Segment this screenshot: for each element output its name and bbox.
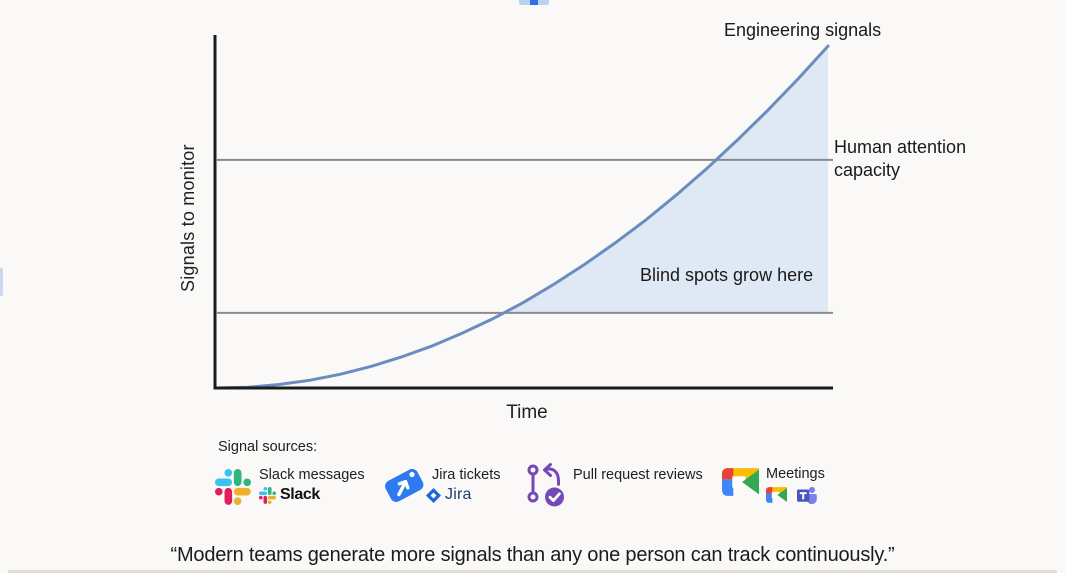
series-label-engineering-signals: Engineering signals — [724, 20, 882, 40]
jira-logo-icon — [426, 487, 441, 503]
jira-wordmark: Jira — [445, 486, 472, 503]
jira-tag-icon — [385, 468, 424, 502]
legend-label-slack-messages: Slack messages — [259, 467, 365, 483]
slack-logo-icon — [215, 469, 251, 505]
google-meet-icon — [722, 468, 759, 496]
y-axis-label: Signals to monitor — [178, 144, 198, 292]
legend-item-meetings: Meetings — [722, 466, 825, 504]
legend-label-jira-tickets: Jira tickets — [432, 467, 501, 483]
x-axis-label: Time — [506, 402, 548, 423]
legend-label-pull-request-reviews: Pull request reviews — [573, 467, 703, 483]
reference-line-label-human-attention-capacity: Human attention capacity — [834, 137, 967, 180]
slack-wordmark: Slack — [280, 486, 320, 503]
caption-quote: “Modern teams generate more signals than… — [170, 544, 895, 566]
slack-logo-small-icon — [259, 486, 276, 504]
selection-handle[interactable] — [519, 0, 549, 5]
legend-heading: Signal sources: — [218, 439, 318, 455]
legend-label-meetings: Meetings — [766, 466, 825, 482]
annotation-blind-spots: Blind spots grow here — [640, 265, 814, 285]
bottom-edge-divider — [8, 570, 1057, 573]
legend-item-pull-requests: Pull request reviews — [526, 463, 703, 508]
legend-item-slack: Slack messages Slack — [215, 466, 365, 505]
left-edge-artifact — [0, 268, 3, 296]
selection-handle-grip — [530, 0, 538, 5]
git-pull-request-icon — [527, 463, 564, 507]
google-meet-small-icon — [766, 486, 787, 503]
legend-item-jira: Jira tickets Jira — [381, 461, 501, 509]
microsoft-teams-icon — [797, 486, 817, 504]
signals-chart — [213, 35, 833, 390]
